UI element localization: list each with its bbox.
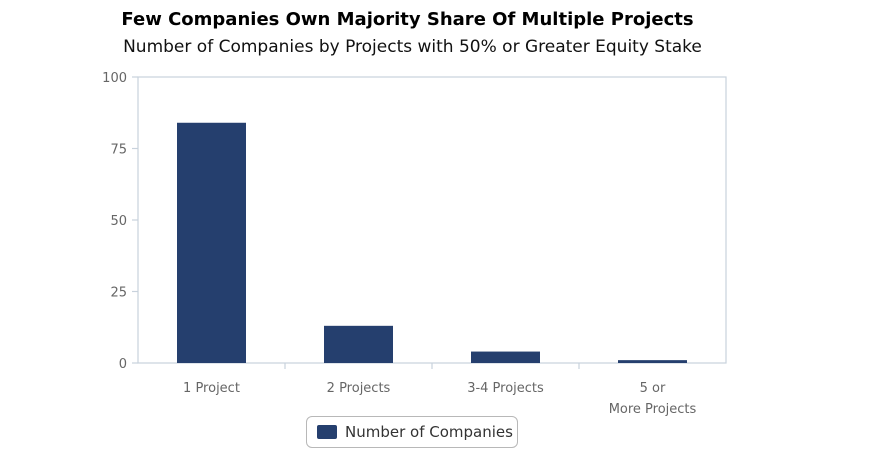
bar: [324, 325, 393, 363]
legend-label: Number of Companies: [345, 423, 513, 441]
y-tick-label: 25: [110, 286, 127, 301]
x-tick-label: 2 Projects: [327, 381, 391, 396]
x-tick-label: 3-4 Projects: [467, 381, 544, 396]
chart-title: Few Companies Own Majority Share Of Mult…: [121, 9, 694, 30]
legend-swatch: [317, 425, 337, 439]
y-tick-label: 75: [110, 143, 127, 158]
y-tick-label: 50: [110, 214, 127, 229]
chart-legend[interactable]: Number of Companies: [306, 416, 518, 448]
bar: [471, 351, 540, 363]
bar: [177, 122, 246, 363]
chart-subtitle: Number of Companies by Projects with 50%…: [123, 37, 702, 57]
x-tick-label: 1 Project: [183, 381, 240, 396]
y-tick-label: 0: [119, 357, 127, 372]
x-tick-label: 5 or More Projects: [609, 381, 697, 417]
bar: [618, 360, 687, 363]
y-tick-label: 100: [102, 71, 127, 86]
